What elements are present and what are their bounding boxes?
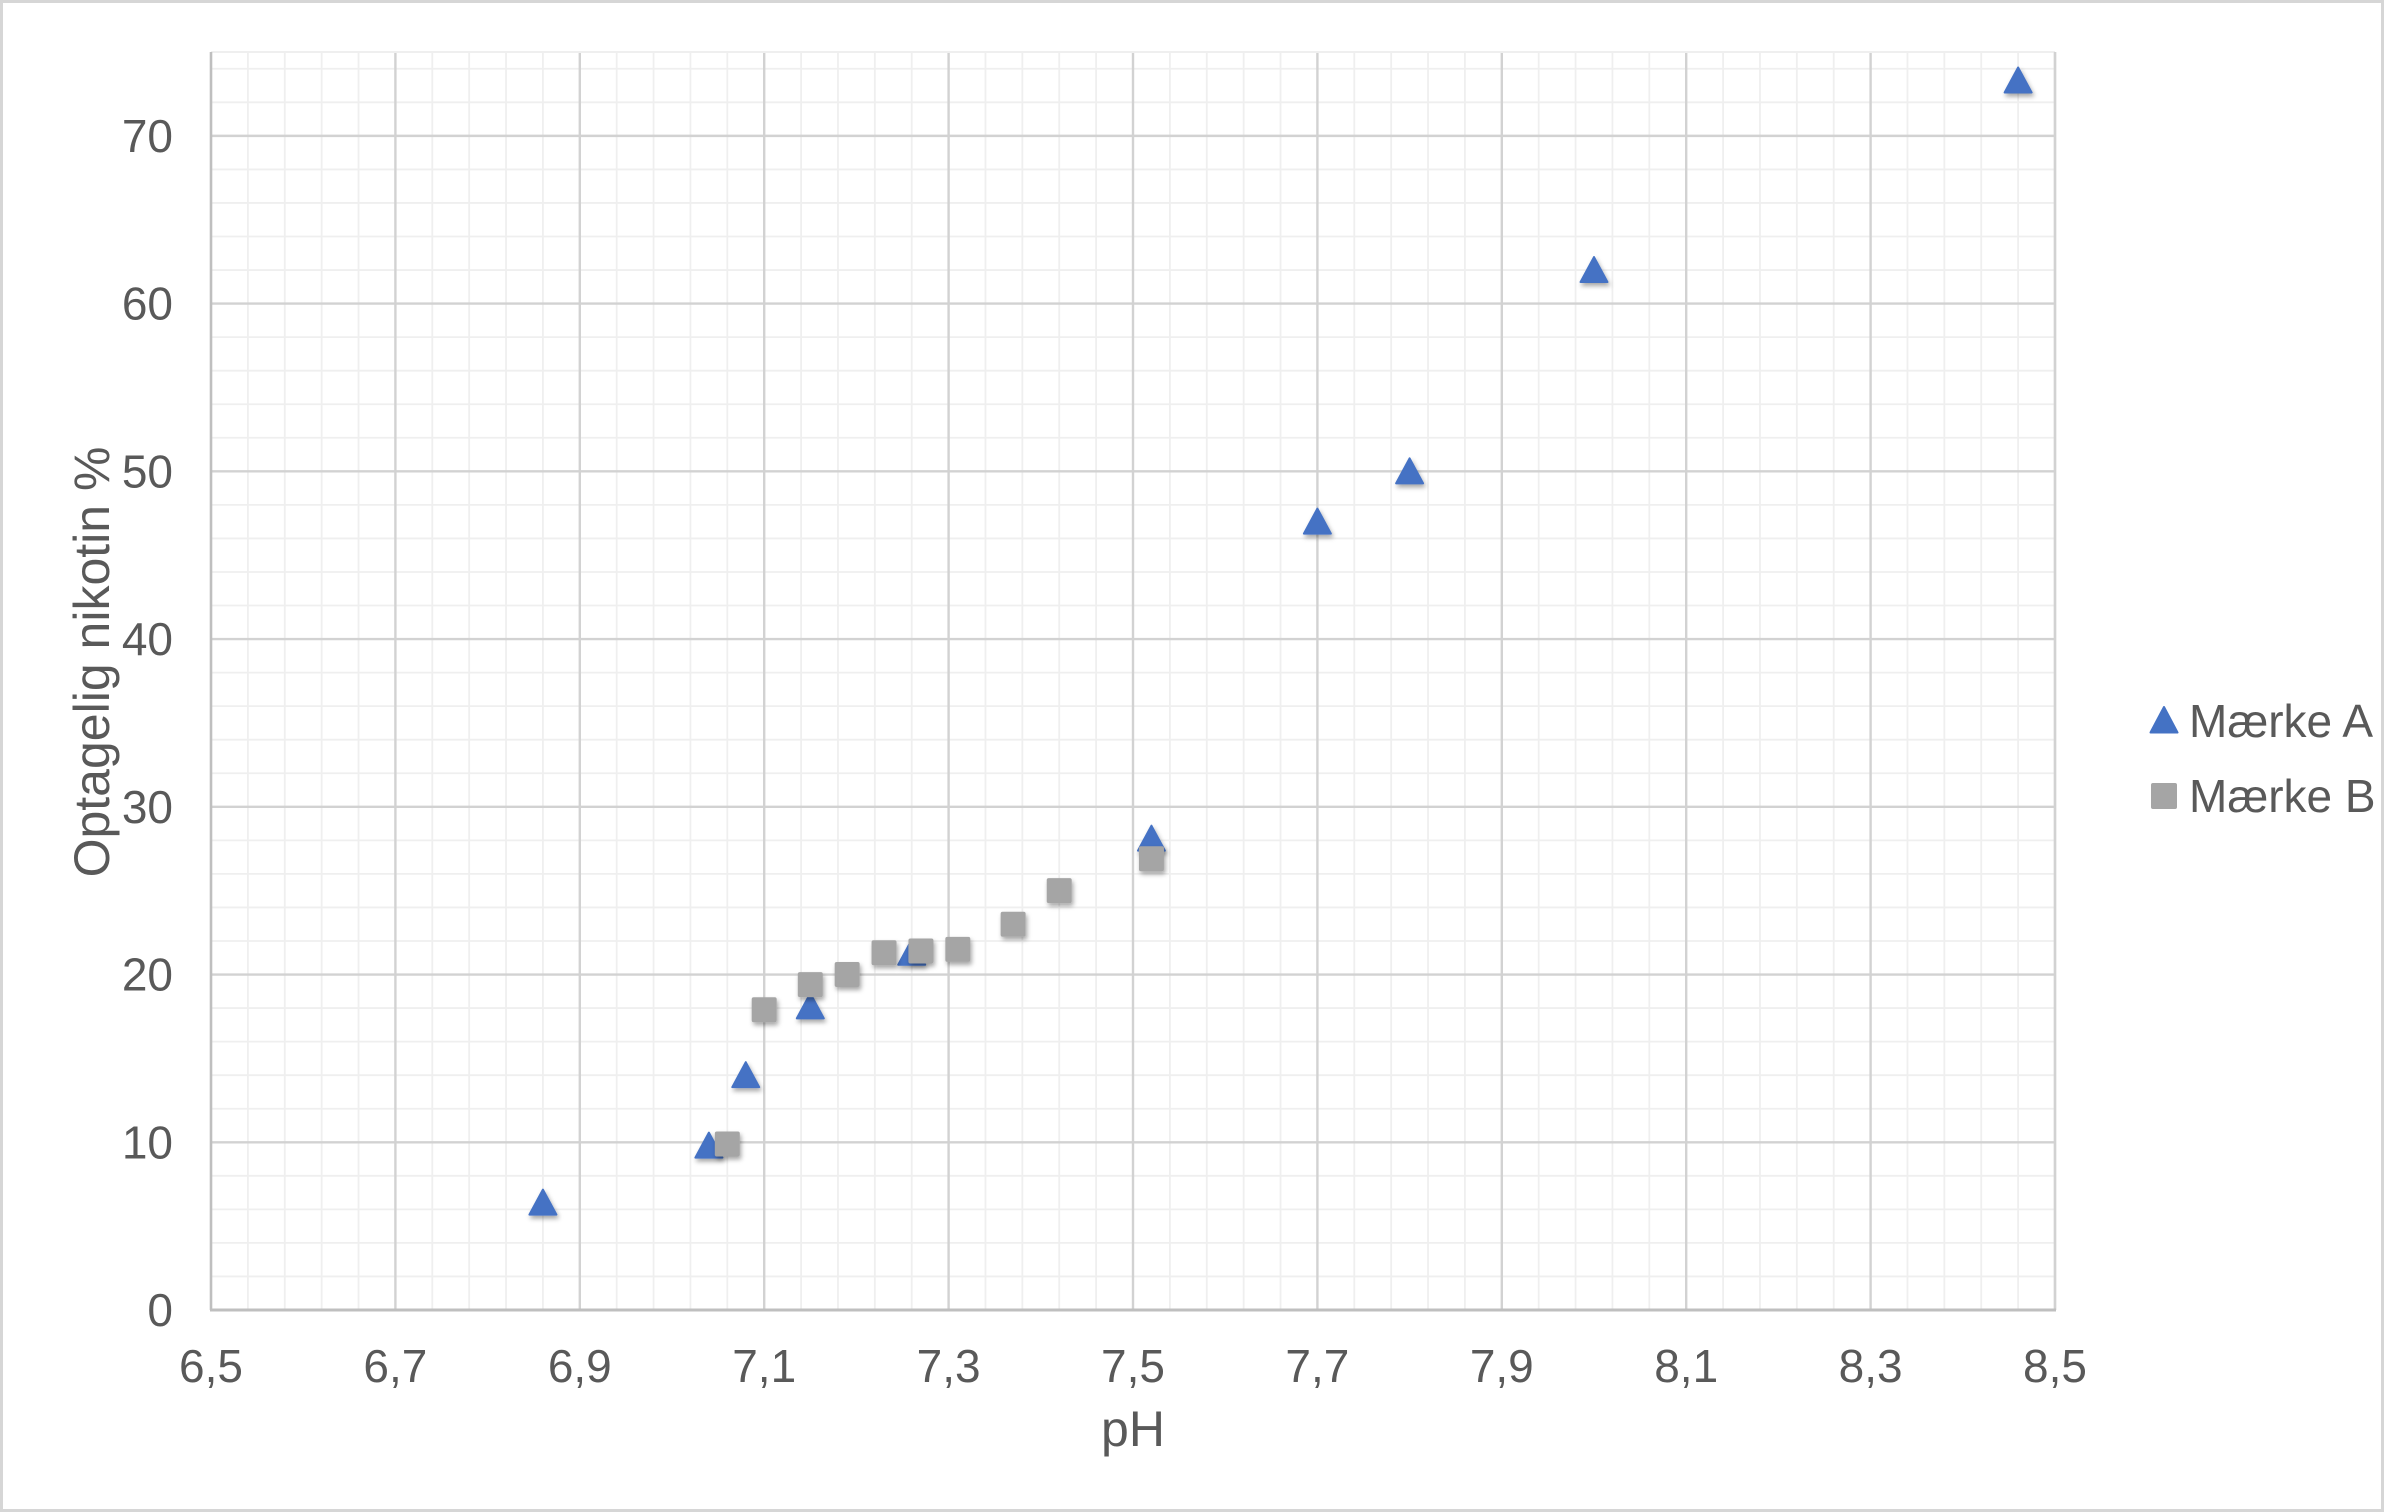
data-point-triangle [795, 992, 825, 1020]
y-tick-label: 10 [122, 1116, 173, 1168]
y-axis-tick-labels: 0 10 20 30 40 50 60 70 [122, 110, 173, 1336]
scatter-chart: 6,5 6,7 6,9 7,1 7,3 7,5 7,7 7,9 8,1 8,3 8,5 0 10 20 3… [64, 51, 2376, 1457]
x-axis-title: pH [1101, 1401, 1165, 1457]
y-tick-label: 50 [122, 445, 173, 497]
y-tick-label: 20 [122, 949, 173, 1001]
y-tick-label: 40 [122, 613, 173, 665]
legend-square-marker-icon [2151, 783, 2177, 809]
major-gridlines [211, 52, 2057, 1310]
y-tick-label: 70 [122, 110, 173, 162]
legend-triangle-marker-icon [2149, 706, 2179, 734]
x-tick-label: 8,5 [2023, 1340, 2087, 1392]
minor-gridlines [211, 52, 2055, 1310]
x-axis-tick-labels: 6,5 6,7 6,9 7,1 7,3 7,5 7,7 7,9 8,1 8,3 8,5 [179, 1340, 2087, 1392]
x-tick-label: 6,5 [179, 1340, 243, 1392]
data-point-square [714, 1131, 740, 1157]
x-tick-label: 8,1 [1654, 1340, 1718, 1392]
data-point-square [1000, 911, 1026, 937]
data-point-square [945, 936, 971, 962]
legend-label-maerke-b: Mærke B [2189, 770, 2376, 822]
series-maerke-b-points [714, 846, 1164, 1157]
x-tick-label: 7,7 [1285, 1340, 1349, 1392]
data-point-triangle [2003, 66, 2033, 94]
legend-label-maerke-a: Mærke A [2189, 695, 2373, 747]
x-tick-label: 7,1 [732, 1340, 796, 1392]
data-point-triangle [1395, 457, 1425, 485]
data-point-triangle [528, 1188, 558, 1216]
x-tick-label: 7,3 [917, 1340, 981, 1392]
x-tick-label: 6,9 [548, 1340, 612, 1392]
x-tick-label: 7,5 [1101, 1340, 1165, 1392]
data-point-triangle [1302, 507, 1332, 535]
data-point-triangle [731, 1061, 761, 1089]
y-tick-label: 60 [122, 278, 173, 330]
x-tick-label: 6,7 [363, 1340, 427, 1392]
data-point-square [1046, 878, 1072, 904]
x-tick-label: 7,9 [1470, 1340, 1534, 1392]
x-tick-label: 8,3 [1839, 1340, 1903, 1392]
y-tick-label: 30 [122, 781, 173, 833]
data-point-square [908, 938, 934, 964]
data-point-square [1138, 846, 1164, 872]
data-point-square [871, 940, 897, 966]
data-point-triangle [1579, 256, 1609, 284]
data-point-square [834, 962, 860, 988]
legend: Mærke A Mærke B [2149, 695, 2376, 822]
y-axis-title: Optagelig nikotin % [64, 447, 120, 878]
data-point-square [797, 972, 823, 998]
data-point-square [751, 997, 777, 1023]
y-tick-label: 0 [147, 1284, 173, 1336]
